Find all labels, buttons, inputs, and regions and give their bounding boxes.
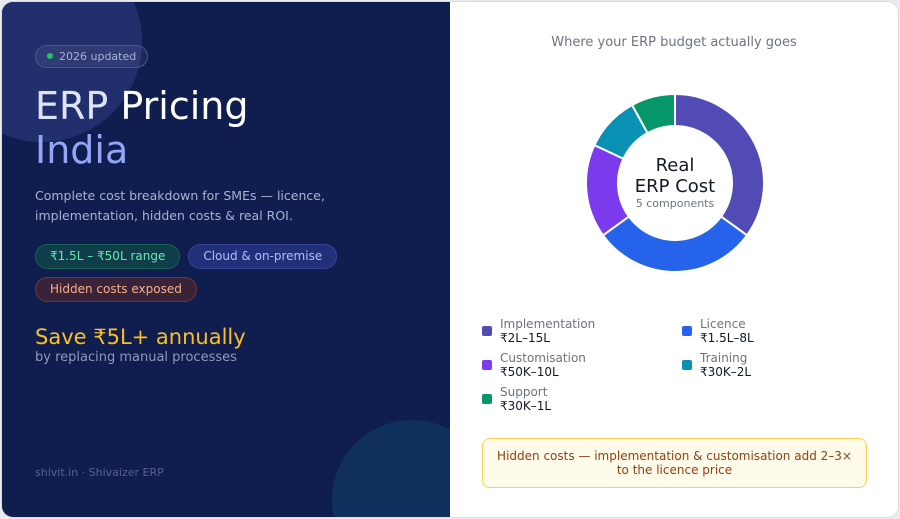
center-line-2: ERP Cost xyxy=(634,176,716,197)
legend-item-customisation: Customisation ₹50K–10L xyxy=(482,351,682,379)
legend-value: ₹1.5L–8L xyxy=(700,331,754,345)
legend-value: ₹2L–15L xyxy=(500,331,550,345)
legend-item-licence: Licence ₹1.5L–8L xyxy=(682,317,882,345)
donut-center-label: Real ERP Cost 5 components xyxy=(584,92,766,274)
chart-panel: Where your ERP budget actually goes Real… xyxy=(450,2,898,517)
savings-headline: Save ₹5L+ annually xyxy=(35,324,246,349)
legend-swatch-icon xyxy=(482,394,492,404)
donut-chart xyxy=(585,92,765,273)
legend-value: ₹50K–10L xyxy=(500,365,559,379)
description: Complete cost breakdown for SMEs — licen… xyxy=(35,187,325,223)
legend-swatch-icon xyxy=(682,360,692,370)
chart-legend: Implementation ₹2L–15L Licence ₹1.5L–8L … xyxy=(482,317,882,413)
updated-badge: 2026 updated xyxy=(35,44,149,68)
footer-brand: shivit.in · Shivaizer ERP xyxy=(35,466,164,479)
updated-badge-label: 2026 updated xyxy=(59,49,137,63)
status-dot-icon xyxy=(47,53,53,59)
title-word-pricing: Pricing xyxy=(120,83,249,128)
pill-price-range: ₹1.5L – ₹50L range xyxy=(35,243,181,269)
legend-swatch-icon xyxy=(482,326,492,336)
hero-panel: 2026 updated ERP Pricing India Complete … xyxy=(2,2,450,517)
donut-slice-implementation xyxy=(674,92,765,237)
decorative-circle-bottom xyxy=(332,420,450,517)
legend-item-support: Support ₹30K–1L xyxy=(482,385,682,413)
legend-value: ₹30K–2L xyxy=(700,365,752,379)
legend-swatch-icon xyxy=(482,360,492,370)
chart-title: Where your ERP budget actually goes xyxy=(551,35,797,50)
legend-item-training: Training ₹30K–2L xyxy=(682,351,882,379)
pill-deployment: Cloud & on-premise xyxy=(188,243,338,269)
title-word-erp: ERP xyxy=(35,83,109,128)
legend-name: Implementation xyxy=(500,317,596,331)
page-title: ERP Pricing India xyxy=(35,84,430,172)
title-word-india: India xyxy=(35,127,129,172)
legend-name: Support xyxy=(500,385,548,399)
savings-subtext: by replacing manual processes xyxy=(35,349,237,365)
legend-name: Training xyxy=(700,351,748,365)
center-sub: 5 components xyxy=(635,197,715,210)
legend-item-implementation: Implementation ₹2L–15L xyxy=(482,317,682,345)
legend-swatch-icon xyxy=(682,326,692,336)
pill-hidden-costs: Hidden costs exposed xyxy=(35,276,197,302)
center-line-1: Real xyxy=(655,155,695,176)
legend-value: ₹30K–1L xyxy=(500,399,552,413)
legend-name: Licence xyxy=(700,317,746,331)
legend-name: Customisation xyxy=(500,351,586,365)
hidden-costs-note: Hidden costs — implementation & customis… xyxy=(482,438,867,488)
donut-slice-support xyxy=(630,92,676,135)
feature-pills: ₹1.5L – ₹50L range Cloud & on-premise Hi… xyxy=(35,243,355,302)
